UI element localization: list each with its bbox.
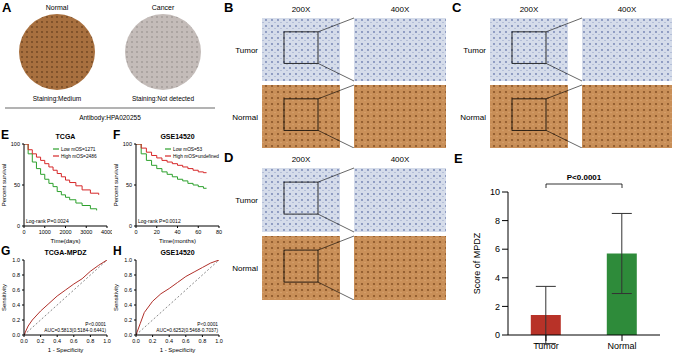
svg-text:80: 80 xyxy=(216,229,222,235)
svg-text:200X: 200X xyxy=(292,5,311,14)
svg-text:0.6: 0.6 xyxy=(182,338,190,344)
svg-text:200X: 200X xyxy=(292,155,311,164)
svg-text:0: 0 xyxy=(22,229,25,235)
svg-text:0.2: 0.2 xyxy=(149,338,157,344)
svg-text:Percent survival: Percent survival xyxy=(113,164,119,207)
svg-text:GSE14520: GSE14520 xyxy=(160,249,194,256)
svg-text:2000: 2000 xyxy=(59,229,71,235)
svg-text:0.8: 0.8 xyxy=(199,338,207,344)
svg-text:0.0: 0.0 xyxy=(12,332,20,338)
svg-text:400X: 400X xyxy=(391,5,410,14)
svg-text:P<0.0001: P<0.0001 xyxy=(567,173,602,182)
svg-text:1.0: 1.0 xyxy=(215,338,223,344)
svg-text:40: 40 xyxy=(174,229,180,235)
svg-text:AUC=0.6252(0.5468-0.7037): AUC=0.6252(0.5468-0.7037) xyxy=(156,328,218,333)
svg-text:Normal: Normal xyxy=(607,341,636,351)
svg-text:0.0: 0.0 xyxy=(124,332,132,338)
svg-text:A: A xyxy=(2,0,12,15)
svg-text:0.2: 0.2 xyxy=(12,317,20,323)
svg-text:Low mOS=1271: Low mOS=1271 xyxy=(61,147,96,152)
svg-text:20: 20 xyxy=(154,229,160,235)
svg-text:H: H xyxy=(113,244,122,258)
svg-text:High mOS=undefined: High mOS=undefined xyxy=(173,154,219,159)
svg-text:6: 6 xyxy=(495,244,500,254)
svg-text:4000: 4000 xyxy=(101,229,112,235)
svg-text:400X: 400X xyxy=(618,5,637,14)
svg-text:1.0: 1.0 xyxy=(124,257,132,263)
svg-text:0.6: 0.6 xyxy=(70,338,78,344)
svg-text:100: 100 xyxy=(123,141,132,147)
svg-text:TCGA: TCGA xyxy=(56,133,76,140)
svg-text:10: 10 xyxy=(490,187,500,197)
svg-text:F: F xyxy=(113,128,120,142)
svg-text:0.2: 0.2 xyxy=(124,317,132,323)
svg-text:E: E xyxy=(454,151,463,166)
svg-text:1.0: 1.0 xyxy=(103,338,111,344)
svg-text:Normal: Normal xyxy=(232,113,258,122)
svg-text:0.4: 0.4 xyxy=(124,302,132,308)
svg-text:8: 8 xyxy=(495,216,500,226)
svg-text:0.8: 0.8 xyxy=(12,272,20,278)
svg-text:Percent survival: Percent survival xyxy=(1,164,7,207)
svg-text:4: 4 xyxy=(495,273,500,283)
svg-text:200X: 200X xyxy=(520,5,539,14)
svg-text:0: 0 xyxy=(17,223,20,229)
svg-text:Low mOS=53: Low mOS=53 xyxy=(173,147,203,152)
svg-text:Log-rank P=0.0012: Log-rank P=0.0012 xyxy=(138,218,181,224)
svg-text:400X: 400X xyxy=(391,155,410,164)
svg-text:Normal: Normal xyxy=(460,113,486,122)
svg-text:Antibody:HPA020255: Antibody:HPA020255 xyxy=(79,114,141,122)
svg-text:B: B xyxy=(224,0,233,15)
svg-text:1000: 1000 xyxy=(39,229,51,235)
svg-text:0.0: 0.0 xyxy=(20,338,28,344)
svg-text:TCGA-MPDZ: TCGA-MPDZ xyxy=(45,249,88,256)
svg-text:Time(months): Time(months) xyxy=(159,238,196,244)
svg-text:E: E xyxy=(1,128,9,142)
svg-text:0.0: 0.0 xyxy=(132,338,140,344)
svg-text:0.6: 0.6 xyxy=(12,287,20,293)
svg-text:D: D xyxy=(224,150,233,165)
svg-text:Time(days): Time(days) xyxy=(51,238,81,244)
svg-text:3000: 3000 xyxy=(80,229,92,235)
svg-text:0: 0 xyxy=(495,330,500,340)
svg-text:P<0.0001: P<0.0001 xyxy=(197,322,218,327)
svg-text:Sensitivity: Sensitivity xyxy=(113,284,119,311)
svg-text:0.2: 0.2 xyxy=(37,338,45,344)
svg-text:50: 50 xyxy=(14,182,20,188)
svg-text:Staining:Not detected: Staining:Not detected xyxy=(132,95,195,103)
svg-text:GSE14520: GSE14520 xyxy=(160,133,194,140)
svg-text:Staining:Medium: Staining:Medium xyxy=(33,95,81,103)
svg-text:High mOS=2486: High mOS=2486 xyxy=(61,154,97,159)
svg-text:Tumor: Tumor xyxy=(463,46,486,55)
svg-text:Cancer: Cancer xyxy=(152,4,175,11)
svg-text:50: 50 xyxy=(126,182,132,188)
svg-text:0: 0 xyxy=(134,229,137,235)
svg-text:0.4: 0.4 xyxy=(53,338,61,344)
svg-text:Normal: Normal xyxy=(232,264,258,273)
svg-text:0.8: 0.8 xyxy=(124,272,132,278)
svg-text:C: C xyxy=(452,0,462,15)
svg-text:G: G xyxy=(1,244,10,258)
svg-text:1 - Specificity: 1 - Specificity xyxy=(160,347,196,353)
svg-text:P<0.0001: P<0.0001 xyxy=(85,322,106,327)
svg-text:60: 60 xyxy=(195,229,201,235)
svg-text:0: 0 xyxy=(129,223,132,229)
svg-text:1 - Specificity: 1 - Specificity xyxy=(48,347,84,353)
svg-text:Score of MPDZ: Score of MPDZ xyxy=(472,232,482,294)
svg-text:0.8: 0.8 xyxy=(87,338,95,344)
svg-text:Sensitivity: Sensitivity xyxy=(1,284,7,311)
svg-text:Tumor: Tumor xyxy=(235,46,258,55)
svg-text:1.0: 1.0 xyxy=(12,257,20,263)
svg-text:AUC=0.5813(0.5184-0.6441): AUC=0.5813(0.5184-0.6441) xyxy=(44,328,106,333)
svg-text:Tumor: Tumor xyxy=(235,196,258,205)
svg-text:0.4: 0.4 xyxy=(165,338,173,344)
svg-text:Normal: Normal xyxy=(46,4,69,11)
svg-text:100: 100 xyxy=(11,141,20,147)
svg-text:0.6: 0.6 xyxy=(124,287,132,293)
svg-text:Tumor: Tumor xyxy=(533,341,559,351)
svg-text:Log-rank P=0.0024: Log-rank P=0.0024 xyxy=(26,218,69,224)
svg-text:0.4: 0.4 xyxy=(12,302,20,308)
svg-text:2: 2 xyxy=(495,302,500,312)
